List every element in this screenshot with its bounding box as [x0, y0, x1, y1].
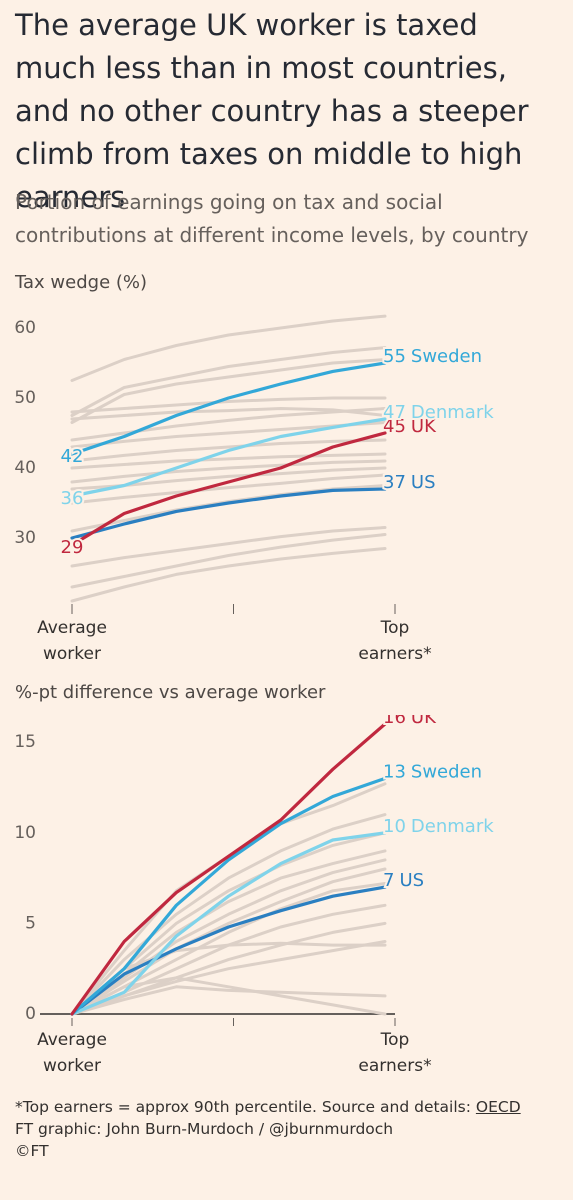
- legend-label: US: [399, 870, 424, 891]
- series-line: [70, 431, 387, 547]
- background-line: [70, 858, 387, 1016]
- value-label: 37: [383, 472, 406, 493]
- background-line: [70, 473, 387, 505]
- background-line: [70, 526, 387, 568]
- footer: *Top earners = approx 90th percentile. S…: [15, 1096, 563, 1162]
- y-tick-label: 40: [14, 458, 36, 478]
- axis-title: Tax wedge (%): [15, 272, 148, 293]
- source-link[interactable]: OECD: [475, 1098, 521, 1116]
- background-line: [70, 547, 387, 603]
- background-line: [70, 459, 387, 484]
- series-line: [70, 361, 387, 456]
- legend-label: Denmark: [411, 816, 494, 837]
- x-tick-label: Top earners*: [358, 618, 431, 664]
- series-line: [70, 776, 387, 1016]
- background-line: [70, 813, 387, 1016]
- x-tick-label: Top earners*: [358, 1030, 431, 1076]
- legend-label: Sweden: [411, 761, 482, 782]
- series-line: [70, 831, 387, 1016]
- legend-label: US: [411, 472, 436, 493]
- footnote: *Top earners = approx 90th percentile. S…: [15, 1096, 563, 1118]
- background-line: [70, 976, 387, 1016]
- value-label: 42: [61, 446, 84, 467]
- value-label: 29: [61, 537, 84, 558]
- background-line: [70, 407, 387, 442]
- subtitle: Portion of earnings going on tax and soc…: [15, 190, 529, 247]
- background-line: [70, 867, 387, 1016]
- background-line: [70, 452, 387, 470]
- background-line: [70, 438, 387, 463]
- legend-label: Denmark: [411, 402, 494, 423]
- y-tick-label: 50: [14, 388, 36, 408]
- value-label: 36: [61, 488, 84, 509]
- legend-label: UK: [411, 416, 437, 437]
- legend-label: Sweden: [411, 346, 482, 367]
- series-line: [70, 722, 387, 1016]
- value-label: 7: [383, 870, 394, 891]
- background-line: [70, 533, 387, 589]
- legend-label: UK: [411, 715, 437, 728]
- y-tick-label: 30: [14, 528, 36, 548]
- background-line: [70, 358, 387, 424]
- background-line: [70, 396, 387, 414]
- note: *Top earners = approx 90th percentile. S…: [15, 1098, 476, 1116]
- background-line: [70, 314, 387, 382]
- copyright: ©FT: [15, 1142, 49, 1160]
- background-line: [70, 346, 387, 417]
- series-line: [70, 885, 387, 1016]
- value-label: 45: [383, 416, 406, 437]
- value-label: 16: [383, 715, 406, 728]
- background-line: [70, 985, 387, 1016]
- y-tick-label: 10: [14, 823, 36, 843]
- value-label: 10: [383, 816, 406, 837]
- title: The average UK worker is taxed much less…: [15, 8, 529, 214]
- chart: 30 40 50 60 Average worker Top earners* 37 US 29 45…: [14, 314, 496, 664]
- y-tick-label: 60: [14, 318, 36, 338]
- axis-title: %-pt difference vs average worker: [15, 682, 326, 703]
- value-label: 55: [383, 346, 406, 367]
- y-tick-label: 0: [25, 1004, 36, 1024]
- background-line: [70, 940, 387, 1016]
- value-label: 47: [383, 402, 406, 423]
- credit: FT graphic: John Burn-Murdoch / @jburnmu…: [15, 1120, 394, 1138]
- y-tick-label: 15: [14, 732, 36, 752]
- series-line: [70, 487, 387, 540]
- x-tick-label: Average worker: [37, 618, 107, 664]
- value-label: 13: [383, 761, 406, 782]
- series-line: [70, 417, 387, 498]
- y-tick-label: 5: [25, 913, 36, 933]
- x-tick-label: Average worker: [37, 1030, 107, 1076]
- background-line: [70, 407, 387, 421]
